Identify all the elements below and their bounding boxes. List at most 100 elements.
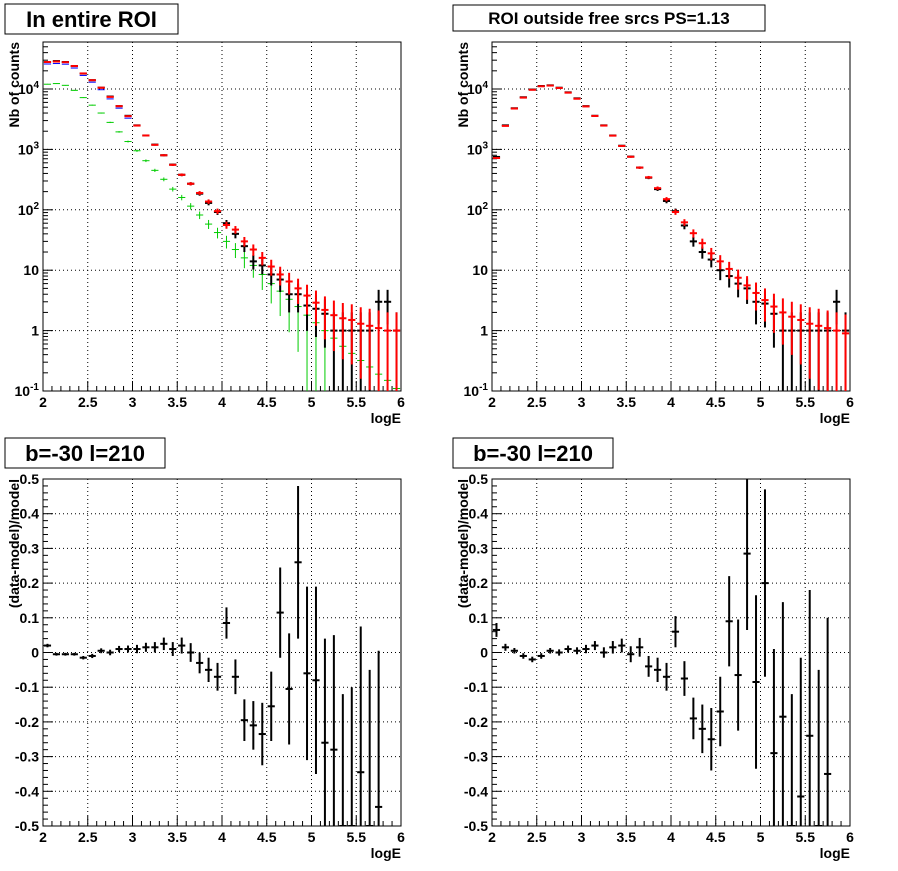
x-tick-label: 3.5: [168, 394, 188, 410]
model-point: [97, 86, 105, 89]
y-tick-label: 10: [23, 262, 39, 278]
grid-lines: [43, 479, 401, 826]
y-tick-label: 103: [18, 140, 40, 157]
data-point: [321, 638, 329, 826]
component-point: [133, 149, 141, 152]
data-point: [501, 643, 510, 651]
model-point: [501, 124, 510, 127]
y-tick-label: 0.2: [20, 575, 40, 591]
model-point: [348, 304, 356, 365]
model-point: [725, 261, 733, 279]
x-tick-label: 2.5: [78, 394, 98, 410]
data-point: [752, 595, 760, 769]
data-point: [187, 643, 195, 662]
data-point: [366, 669, 374, 826]
component-point: [70, 89, 78, 91]
data-point: [573, 647, 581, 655]
data-point: [294, 485, 302, 639]
model-point: [312, 290, 320, 326]
data-point: [689, 697, 697, 740]
data-point: [707, 708, 715, 771]
model-point: [609, 134, 617, 137]
component-point: [178, 194, 186, 201]
component-point: [52, 83, 61, 85]
component-point: [240, 250, 248, 269]
y-tick-label: 0.4: [20, 506, 40, 522]
y-tick-label: -0.4: [464, 783, 488, 799]
model-point: [240, 236, 248, 247]
y-tick-label: 1: [31, 323, 39, 339]
model-point: [510, 107, 518, 110]
model-point: [841, 314, 850, 391]
x-tick-label: 3.5: [168, 829, 188, 845]
data-point: [88, 653, 96, 659]
data-point: [222, 607, 231, 639]
data-point: [43, 643, 52, 648]
x-tick-label: 4: [667, 829, 675, 845]
chart-title-frame: [452, 4, 766, 32]
data-point: [52, 652, 61, 656]
data-point: [546, 647, 554, 654]
model-point: [707, 247, 715, 261]
data-point: [312, 586, 320, 774]
data-point: [240, 699, 248, 741]
y-tick-label: -0.4: [15, 783, 39, 799]
x-tick-label: 2: [39, 829, 47, 845]
model-point: [231, 226, 240, 234]
y-tick-label: 10-1: [15, 382, 40, 399]
data-point: [303, 586, 311, 761]
model-point: [204, 199, 213, 204]
y-tick-label: -0.1: [464, 679, 488, 695]
data-point: [213, 662, 222, 691]
x-tick-label: 5: [308, 829, 316, 845]
model-point: [285, 272, 293, 295]
data-point: [510, 647, 518, 654]
x-tick-label: 2.5: [78, 829, 98, 845]
y-tick-label: 10: [472, 262, 488, 278]
data-point: [537, 653, 545, 659]
data-point: [582, 644, 590, 654]
y-axis-label: Nb of counts: [455, 42, 471, 128]
data-point: [348, 687, 356, 826]
model-point: [519, 96, 527, 99]
data-point: [600, 647, 608, 658]
data-point: [375, 650, 383, 826]
series-data: [43, 485, 383, 826]
x-tick-label: 5: [757, 394, 765, 410]
data-point: [788, 694, 796, 826]
data-point: [160, 637, 168, 651]
component-point: [222, 235, 231, 249]
x-tick-label: 6: [846, 829, 854, 845]
model-point: [788, 301, 796, 355]
model-point: [680, 219, 689, 226]
model-point: [213, 208, 222, 214]
component-point: [79, 97, 87, 99]
component-point: [151, 168, 159, 173]
y-tick-label: 104: [467, 80, 489, 97]
series-total-blue: [43, 63, 132, 119]
data-point: [591, 641, 599, 651]
data-point: [528, 656, 536, 663]
data-point: [61, 652, 69, 656]
x-tick-label: 5.5: [347, 829, 367, 845]
x-axis-label: logE: [820, 845, 850, 861]
y-axis-label: (data-model)/model: [6, 479, 22, 608]
data-point: [680, 661, 689, 696]
grid-lines: [492, 479, 850, 826]
series-layer: [492, 479, 832, 826]
data-point: [151, 642, 159, 653]
model-point: [761, 288, 769, 322]
model-point: [321, 296, 329, 340]
data-point: [249, 255, 257, 270]
data-point: [267, 671, 275, 741]
x-tick-label: 4.5: [257, 394, 277, 410]
y-axis: -0.5 -0.4 -0.3 -0.2 -0.1 0 0.1 0.2 0.3 0.4 0.5(dat…: [455, 471, 502, 834]
x-axis-label: logE: [371, 410, 401, 426]
y-tick-label: 102: [18, 201, 40, 218]
x-tick-label: 2: [39, 394, 47, 410]
x-tick-label: 3.5: [617, 829, 637, 845]
